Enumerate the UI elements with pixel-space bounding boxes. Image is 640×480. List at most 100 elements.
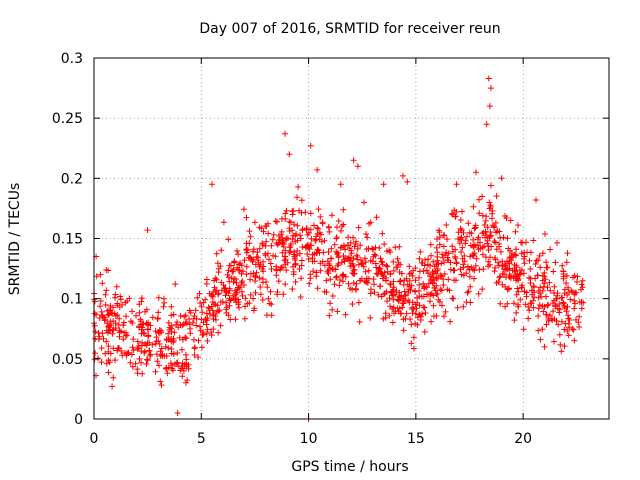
data-point (226, 287, 233, 294)
data-point (531, 289, 538, 296)
y-axis-label: SRMTID / TECUs (7, 183, 23, 296)
data-point (377, 283, 383, 290)
data-point (155, 338, 162, 344)
data-point (328, 255, 335, 262)
data-point (539, 326, 546, 333)
data-point (277, 266, 284, 273)
data-point (289, 236, 296, 243)
x-axis-label: GPS time / hours (291, 459, 408, 475)
data-point (311, 258, 318, 265)
data-point (223, 304, 230, 311)
data-point (396, 294, 403, 301)
data-point (231, 259, 238, 266)
data-point (488, 85, 494, 92)
data-point (342, 246, 349, 253)
data-point (183, 320, 190, 327)
data-point (554, 239, 560, 246)
data-point (279, 240, 286, 247)
data-point (233, 279, 240, 286)
data-point (558, 348, 565, 355)
data-point (408, 321, 415, 328)
data-point (493, 280, 500, 286)
data-point (457, 235, 464, 242)
data-point (215, 308, 222, 315)
data-point (573, 289, 580, 296)
data-point (110, 326, 117, 333)
data-point (241, 282, 247, 288)
data-point (331, 266, 337, 273)
data-point (294, 252, 300, 259)
data-point (371, 289, 378, 296)
data-point (314, 230, 321, 237)
data-point (436, 241, 443, 248)
data-point (134, 338, 141, 345)
data-point (284, 235, 291, 242)
data-point (400, 327, 407, 334)
data-point (266, 300, 273, 307)
data-point (333, 273, 340, 280)
data-point (217, 322, 224, 329)
data-point (228, 296, 234, 303)
data-point (140, 329, 147, 336)
data-point (103, 360, 110, 367)
data-point (473, 255, 480, 262)
data-point (576, 298, 583, 305)
y-tick-label: 0.2 (61, 171, 83, 187)
data-point (485, 263, 492, 270)
data-point (192, 307, 199, 314)
chart-title: Day 007 of 2016, SRMTID for receiver reu… (199, 21, 500, 37)
data-point (457, 266, 464, 273)
data-point (449, 211, 456, 218)
data-point (370, 276, 377, 283)
data-point (224, 271, 231, 278)
data-point (503, 215, 510, 221)
data-point (412, 277, 419, 284)
data-point (154, 358, 161, 365)
data-point (430, 302, 437, 309)
data-point (287, 248, 294, 255)
data-point (518, 239, 524, 246)
data-point (102, 291, 109, 298)
data-point (418, 313, 424, 320)
data-point (334, 308, 341, 315)
data-point (287, 243, 294, 249)
data-point (389, 319, 396, 326)
data-point (363, 231, 370, 237)
data-point (436, 227, 442, 234)
data-point (307, 210, 314, 217)
data-point (104, 320, 111, 327)
data-point (392, 244, 399, 251)
data-point (99, 280, 106, 287)
data-point (134, 366, 141, 373)
data-point (107, 318, 114, 325)
data-point (112, 320, 119, 327)
data-point (574, 273, 581, 280)
data-point (427, 262, 434, 269)
data-point (349, 270, 356, 276)
data-point (328, 245, 335, 252)
data-point (218, 247, 225, 254)
data-point (209, 293, 216, 300)
data-point (146, 339, 153, 346)
data-point (539, 250, 546, 257)
data-point (495, 259, 501, 266)
data-point (376, 245, 383, 251)
data-point (559, 262, 566, 269)
data-point (168, 329, 175, 335)
data-point (215, 291, 222, 298)
data-point (537, 264, 544, 271)
data-point (429, 268, 436, 275)
data-point (350, 280, 357, 286)
data-point (406, 277, 413, 284)
data-point (363, 279, 370, 286)
data-point (144, 227, 151, 234)
data-point (354, 245, 361, 252)
data-point (243, 263, 250, 270)
data-point (290, 271, 297, 278)
data-point (409, 306, 416, 313)
data-point (535, 313, 542, 319)
data-point (551, 338, 557, 345)
data-point (170, 337, 177, 344)
data-point (545, 301, 552, 308)
data-point (99, 313, 106, 320)
